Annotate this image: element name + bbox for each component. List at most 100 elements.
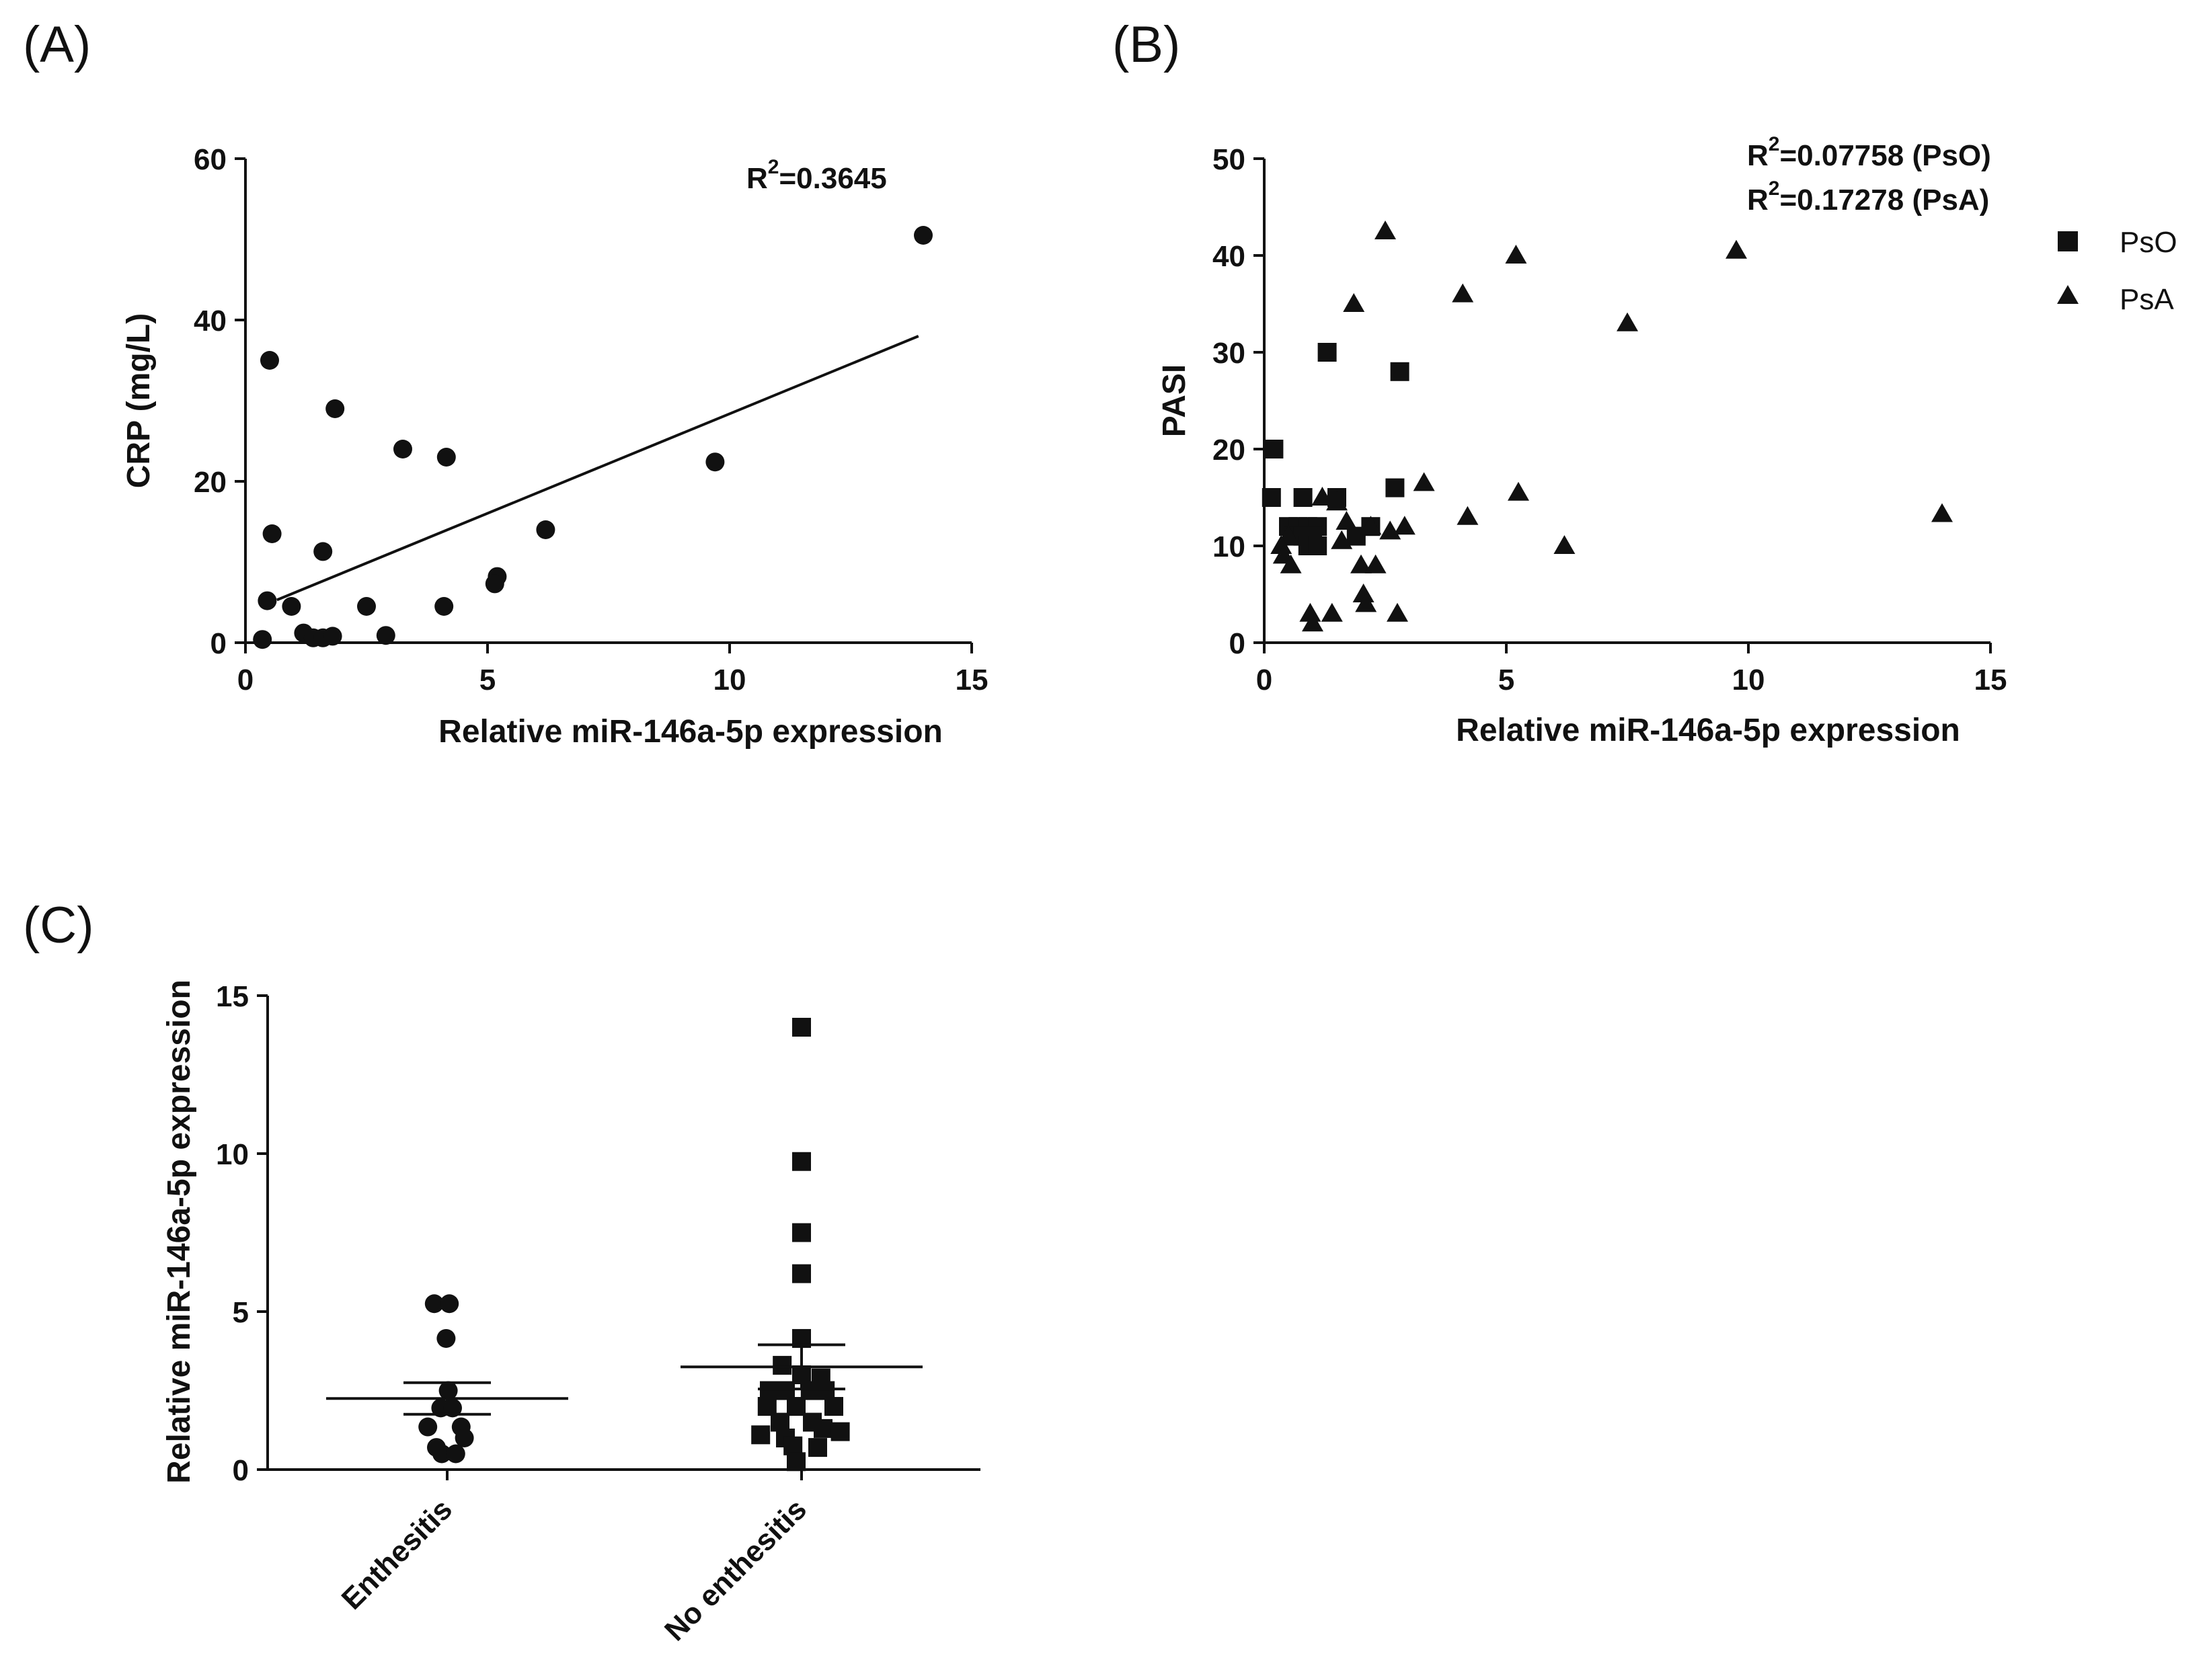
panel-c-enthesitis-point [446,1444,465,1464]
panel-b-psa-point [1413,472,1435,491]
panel-b-ticks: 0 5 10 15 0 10 20 30 40 50 [1212,143,2007,696]
panel-b-psa-point [1553,535,1576,554]
panel-b-pso-point [1346,526,1366,546]
panel-c-no-enthesitis-point [771,1412,789,1432]
panel-a-point [260,351,279,370]
panel-b-psa-point [1726,239,1747,259]
panel-b-r2-psa-value: =0.17278 (PsA) [1779,184,1989,216]
panel-c: (C) 0 5 10 15 Enthesitis No enthesitis Relat… [23,897,980,1647]
panel-a-point [914,226,933,245]
panel-a-point [282,597,301,616]
panel-b-r2-annotation-pso: R2=0.07758 (PsO) [1747,133,1991,172]
panel-b-psa-point [1326,491,1348,511]
panel-b-psa-point [1355,593,1377,612]
c-y-tick-label: 5 [233,1296,249,1329]
panel-c-enthesitis-point [418,1417,438,1437]
panel-a-point [705,452,725,472]
a-y-tick-label: 60 [194,143,227,176]
panel-b-psa-point [1321,602,1343,622]
panel-c-no-enthesitis-point [783,1436,803,1455]
panel-b-psa-point [1299,602,1321,622]
panel-b-psa-point [1331,530,1353,549]
panel-b-psa-point [1387,602,1408,622]
legend-psa-label: PsA [2120,283,2174,316]
legend-psa-marker [2057,285,2079,304]
panel-a-point [434,597,454,616]
a-y-tick-label: 20 [194,466,227,499]
a-x-tick-label: 10 [713,664,746,696]
panel-b-label: (B) [1112,16,1180,73]
panel-a-r2-sup: 2 [768,156,779,178]
panel-c-no-enthesitis-point [751,1425,771,1445]
panel-a-r2-value: =0.3645 [779,162,886,195]
panel-b-r2-pso-value: =0.07758 (PsO) [1779,139,1990,172]
panel-c-no-enthesitis-point [787,1452,806,1472]
panel-a-ticks: 0 5 10 15 0 20 40 60 [194,143,988,696]
panel-b-r2-annotation-psa: R2=0.17278 (PsA) [1747,177,1989,216]
panel-a-x-axis-title: Relative miR-146a-5p expression [438,714,943,750]
panel-c-no-enthesitis-point [760,1381,779,1400]
panel-c-no-enthesitis-point [773,1355,792,1375]
panel-c-no-enthesitis-point [787,1397,806,1416]
panel-c-no-enthesitis-point [824,1397,843,1416]
b-x-tick-label: 0 [1256,664,1272,696]
panel-c-no-enthesitis-point [792,1152,811,1171]
panel-c-no-enthesitis-point [808,1438,827,1457]
panel-c-no-enthesitis-point [776,1381,795,1400]
b-x-tick-label: 15 [1974,664,2007,696]
panel-b-psa-point [1350,554,1372,573]
panel-a-r2-annotation: R2=0.3645 [746,156,887,195]
panel-b-y-axis-title: PASI [1157,364,1192,437]
panel-a-point [536,520,555,539]
panel-b-r2-pso-r: R [1747,139,1769,172]
panel-c-enthesitis-point [436,1328,456,1348]
a-y-tick-label: 40 [194,305,227,337]
panel-b-psa-point [1335,511,1358,530]
panel-a-axes [244,159,972,644]
panel-c-marks [418,1018,850,1472]
panel-b-psa-point [1343,293,1365,312]
panel-c-no-enthesitis-point [792,1223,811,1242]
panel-c-enthesitis-point [440,1294,459,1314]
b-x-tick-label: 10 [1732,664,1765,696]
b-y-tick-label: 20 [1212,434,1245,467]
panel-b-psa-point [1374,221,1396,239]
panel-b-x-axis-title: Relative miR-146a-5p expression [1456,713,1960,748]
b-y-tick-label: 10 [1212,530,1245,563]
panel-b-marks [1262,221,1953,632]
legend-pso-marker [2058,231,2078,251]
panel-c-category-labels: Enthesitis No enthesitis [336,1470,813,1647]
panel-b-pso-point [1264,440,1284,458]
panel-b-pso-point [1385,478,1405,497]
panel-b-psa-point [1270,535,1292,554]
panel-b-pso-point [1308,536,1327,555]
a-x-tick-label: 0 [237,664,254,696]
b-y-tick-label: 0 [1229,627,1245,660]
panel-a-point [357,597,376,616]
panel-c-no-enthesitis-point [830,1422,850,1441]
panel-b-legend: PsO PsA [2057,226,2177,316]
panel-b-psa-point [1302,612,1323,632]
panel-b-psa-point [1352,584,1374,602]
panel-a-r2-r: R [746,162,768,195]
panel-a-point [485,574,504,594]
panel-c-no-enthesitis-point [816,1381,835,1400]
panel-c-error-bars [326,1343,923,1416]
c-y-tick-label: 0 [233,1454,249,1487]
a-y-tick-label: 0 [210,627,227,660]
b-x-tick-label: 5 [1498,664,1514,696]
panel-b-axes [1263,159,1990,644]
panel-c-no-enthesitis-point [792,1264,811,1283]
panel-a-point [393,440,412,458]
panel-c-axes [266,996,980,1471]
panel-b-pso-point [1390,362,1409,381]
panel-b-psa-point [1452,283,1474,303]
panel-b-psa-point [1393,516,1416,535]
panel-a-point [323,627,342,646]
panel-a: (A) 0 5 10 15 0 20 40 60 Relative miR-146a-5p e… [23,16,988,750]
panel-b-r2-psa-r: R [1747,184,1769,216]
panel-a-y-axis-title: CRP (mg/L) [121,313,157,488]
panel-b-psa-point [1280,554,1302,573]
panel-b-pso-point [1293,488,1313,507]
